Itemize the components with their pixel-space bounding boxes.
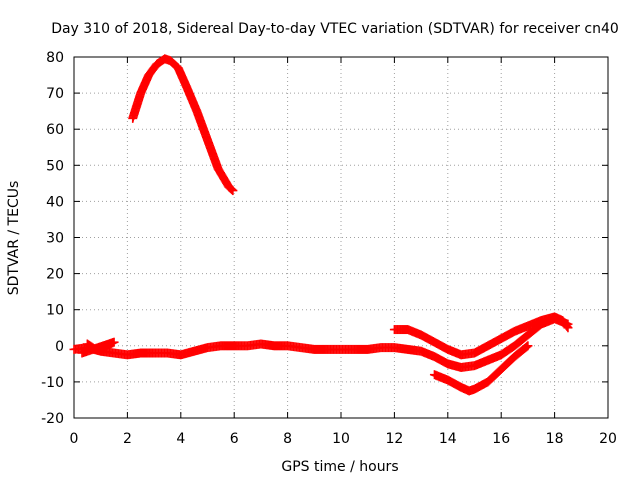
x-tick-label: 4 bbox=[176, 431, 185, 447]
y-tick-label: 20 bbox=[46, 267, 64, 283]
x-tick-label: 10 bbox=[332, 431, 350, 447]
x-tick-label: 18 bbox=[546, 431, 564, 447]
y-tick-label: 60 bbox=[46, 122, 64, 138]
chart-title: Day 310 of 2018, Sidereal Day-to-day VTE… bbox=[51, 21, 619, 37]
y-tick-label: -20 bbox=[41, 411, 64, 427]
x-tick-label: 2 bbox=[123, 431, 132, 447]
grid-layer bbox=[74, 57, 608, 418]
x-tick-label: 20 bbox=[599, 431, 617, 447]
y-tick-label: -10 bbox=[41, 375, 64, 391]
series-fragments-early bbox=[77, 337, 119, 358]
x-axis-title: GPS time / hours bbox=[281, 459, 398, 475]
y-tick-label: 0 bbox=[55, 339, 64, 355]
series-arc-late-upper bbox=[389, 312, 573, 360]
y-axis-title: SDTVAR / TECUs bbox=[6, 181, 22, 296]
series-arc-early-high bbox=[128, 54, 238, 196]
x-tick-label: 16 bbox=[492, 431, 510, 447]
y-tick-label: 50 bbox=[46, 158, 64, 174]
x-tick-label: 8 bbox=[283, 431, 292, 447]
y-tick-label: 80 bbox=[46, 50, 64, 66]
tick-layer: 0 2 4 6 8 10 12 14 16 18 20 -20 -10 0 10 20 30 40 50 60 70 80 bbox=[41, 50, 617, 447]
y-tick-label: 40 bbox=[46, 194, 64, 210]
y-tick-label: 10 bbox=[46, 303, 64, 319]
x-tick-label: 14 bbox=[439, 431, 457, 447]
x-tick-label: 0 bbox=[70, 431, 79, 447]
y-tick-label: 30 bbox=[46, 231, 64, 247]
data-layer bbox=[69, 54, 573, 396]
x-tick-label: 12 bbox=[385, 431, 403, 447]
y-tick-label: 70 bbox=[46, 86, 64, 102]
series-arc-late-lower bbox=[429, 341, 533, 396]
x-tick-label: 6 bbox=[230, 431, 239, 447]
